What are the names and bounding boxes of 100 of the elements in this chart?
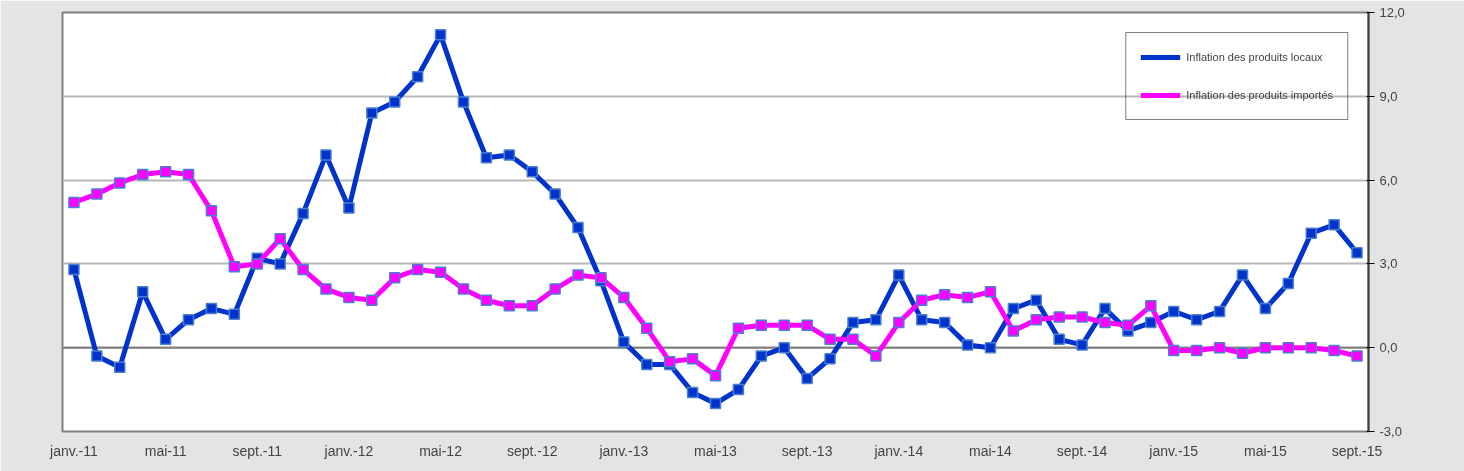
point — [915, 314, 928, 326]
point — [388, 272, 401, 284]
point — [1145, 300, 1157, 312]
point — [641, 322, 653, 334]
x-tick-label: sept.-11 — [232, 442, 283, 459]
point — [572, 221, 584, 234]
point — [915, 294, 928, 306]
point — [182, 168, 195, 181]
point — [1282, 341, 1295, 354]
point — [136, 168, 149, 181]
point — [961, 291, 974, 304]
point — [1030, 314, 1043, 326]
point — [1259, 302, 1272, 315]
point — [480, 152, 493, 164]
point — [893, 269, 905, 281]
point — [1213, 305, 1226, 318]
point — [274, 258, 286, 270]
point — [274, 233, 286, 245]
legend-label: Inflation des produits locaux — [1186, 51, 1323, 63]
x-tick-label: sept.-13 — [781, 442, 833, 459]
point — [1190, 314, 1203, 326]
point — [1007, 302, 1020, 315]
x-tick-label: janv.-12 — [323, 442, 374, 459]
point — [503, 149, 516, 161]
point — [320, 149, 332, 161]
point — [1213, 341, 1226, 354]
point — [824, 333, 836, 346]
x-tick-label: janv.-13 — [598, 442, 649, 459]
point — [228, 308, 241, 320]
point — [641, 358, 653, 371]
point — [320, 283, 332, 295]
point — [686, 386, 699, 399]
point — [549, 283, 561, 295]
x-tick-label: janv.-14 — [873, 442, 924, 459]
point — [1053, 333, 1065, 346]
point — [480, 294, 493, 306]
y-tick-label: 0,0 — [1379, 340, 1398, 356]
point — [778, 341, 790, 354]
x-tick-label: janv.-15 — [1148, 442, 1199, 459]
point — [755, 350, 768, 362]
y-tick-label: 6,0 — [1379, 172, 1398, 188]
point — [1099, 316, 1111, 329]
x-tick-label: mai-12 — [419, 442, 463, 459]
point — [68, 196, 80, 209]
point — [434, 29, 447, 41]
point — [801, 372, 813, 385]
x-tick-label: sept.-14 — [1056, 442, 1108, 459]
point — [1122, 319, 1134, 332]
point — [847, 316, 859, 329]
x-tick-label: mai-11 — [144, 442, 187, 459]
point — [984, 341, 997, 354]
point — [1328, 219, 1340, 231]
point — [893, 316, 905, 329]
point — [938, 316, 951, 329]
point — [411, 263, 424, 276]
y-tick-label: -3,0 — [1379, 424, 1402, 439]
y-tick-label: 3,0 — [1379, 256, 1398, 272]
point — [1168, 305, 1180, 318]
point — [549, 188, 561, 200]
point — [755, 319, 768, 332]
x-tick-label: janv.-11 — [49, 442, 99, 459]
point — [572, 269, 584, 281]
point — [159, 165, 172, 178]
point — [1259, 341, 1272, 354]
point — [1053, 311, 1065, 323]
point — [434, 266, 447, 279]
point — [182, 314, 195, 326]
point — [114, 361, 126, 373]
point — [732, 322, 745, 334]
point — [618, 336, 630, 348]
point — [1305, 341, 1317, 354]
point — [1351, 246, 1363, 259]
point — [709, 397, 722, 410]
point — [1030, 294, 1043, 306]
legend-label: Inflation des produits importés — [1186, 89, 1333, 101]
point — [411, 71, 424, 83]
point — [136, 286, 149, 298]
point — [1145, 316, 1157, 329]
point — [526, 165, 538, 178]
point — [1076, 339, 1088, 351]
point — [297, 263, 309, 276]
point — [366, 294, 378, 306]
point — [343, 291, 355, 304]
point — [114, 177, 126, 189]
point — [251, 258, 263, 270]
point — [1099, 302, 1111, 315]
point — [732, 383, 745, 396]
point — [1305, 227, 1317, 239]
point — [228, 260, 241, 273]
point — [938, 288, 951, 301]
point — [778, 319, 790, 332]
point — [388, 96, 401, 108]
point — [91, 188, 103, 200]
x-tick-label: sept.-12 — [506, 442, 558, 459]
point — [205, 205, 218, 217]
point — [1076, 311, 1088, 323]
point — [870, 314, 882, 326]
x-tick-label: mai-15 — [1244, 442, 1288, 459]
point — [1328, 344, 1340, 357]
point — [1168, 344, 1180, 357]
